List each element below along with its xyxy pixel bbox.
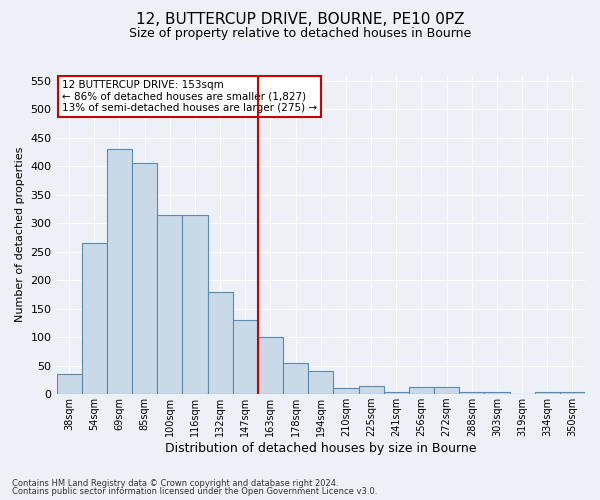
X-axis label: Distribution of detached houses by size in Bourne: Distribution of detached houses by size … <box>165 442 476 455</box>
Bar <box>56 374 82 394</box>
Bar <box>434 387 459 394</box>
Bar <box>334 388 359 394</box>
Bar <box>208 292 233 394</box>
Bar <box>132 164 157 394</box>
Bar <box>359 386 383 394</box>
Bar <box>409 387 434 394</box>
Text: Size of property relative to detached houses in Bourne: Size of property relative to detached ho… <box>129 28 471 40</box>
Bar <box>258 337 283 394</box>
Bar <box>484 392 509 394</box>
Bar <box>560 392 585 394</box>
Bar <box>283 363 308 394</box>
Bar <box>383 392 409 394</box>
Text: Contains public sector information licensed under the Open Government Licence v3: Contains public sector information licen… <box>12 487 377 496</box>
Text: 12 BUTTERCUP DRIVE: 153sqm
← 86% of detached houses are smaller (1,827)
13% of s: 12 BUTTERCUP DRIVE: 153sqm ← 86% of deta… <box>62 80 317 113</box>
Y-axis label: Number of detached properties: Number of detached properties <box>15 147 25 322</box>
Bar <box>157 214 182 394</box>
Bar <box>82 243 107 394</box>
Bar <box>535 392 560 394</box>
Text: Contains HM Land Registry data © Crown copyright and database right 2024.: Contains HM Land Registry data © Crown c… <box>12 478 338 488</box>
Bar <box>308 372 334 394</box>
Bar <box>182 214 208 394</box>
Bar <box>107 149 132 394</box>
Text: 12, BUTTERCUP DRIVE, BOURNE, PE10 0PZ: 12, BUTTERCUP DRIVE, BOURNE, PE10 0PZ <box>136 12 464 28</box>
Bar <box>233 320 258 394</box>
Bar <box>459 392 484 394</box>
